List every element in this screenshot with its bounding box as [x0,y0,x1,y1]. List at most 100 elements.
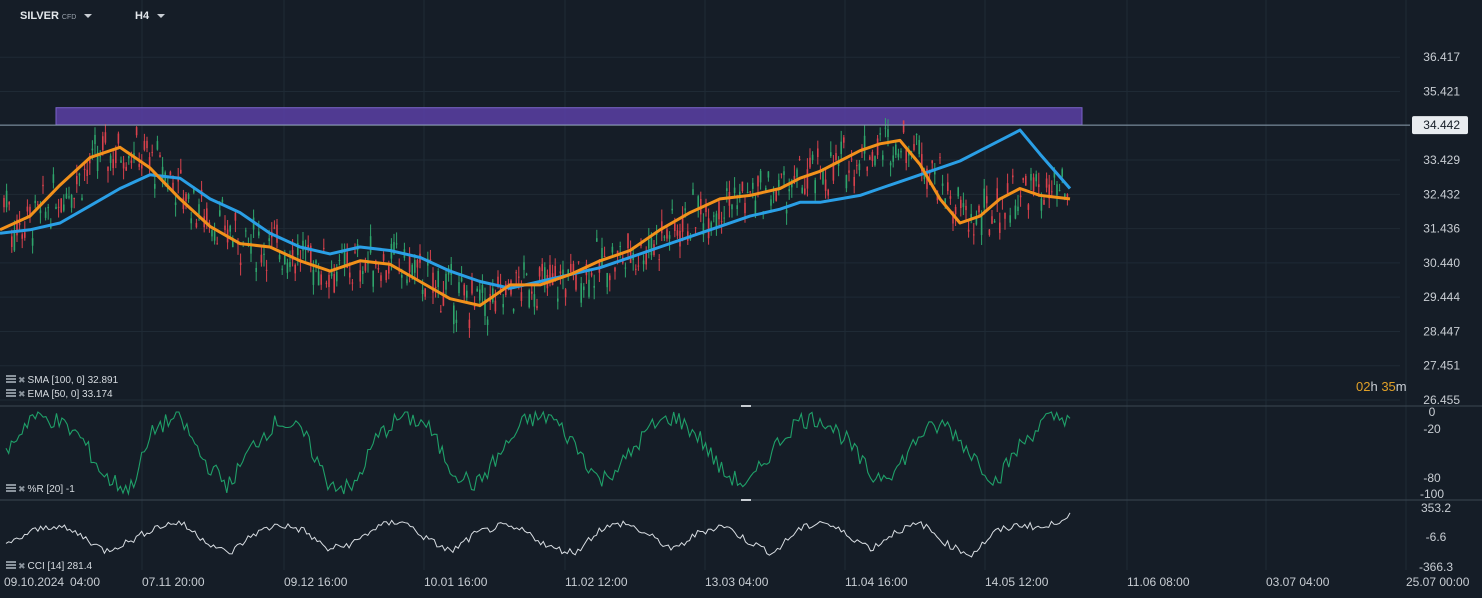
candle-body [814,180,816,194]
candle-body [915,133,918,135]
candle-body [57,206,60,208]
candle-body [783,171,785,176]
candle-body [187,194,190,199]
close-icon[interactable]: ✖ [18,484,26,494]
candle-body [156,141,159,150]
candle-body [892,155,894,162]
candle-body [996,188,998,203]
close-icon[interactable]: ✖ [18,389,26,399]
timeframe-selector[interactable]: H4 [135,10,166,22]
time-tick-label: 25.07 00:00 [1406,575,1470,589]
candle-body [369,236,372,253]
candle-body [190,218,192,224]
close-icon[interactable]: ✖ [18,561,26,571]
candle-body [411,264,413,277]
candle-body [562,269,564,278]
candle-body [263,253,265,255]
candle-countdown: 02h 35m [1356,379,1407,394]
wr-legend[interactable]: ✖ %R [20] -1 [6,484,75,495]
settings-icon[interactable] [6,389,16,398]
candle-body [260,254,263,263]
candle-body [518,276,520,278]
candle-body [333,274,335,293]
candle-body [798,159,801,161]
candle-body [63,204,65,211]
settings-icon[interactable] [6,561,16,570]
candle-body [73,197,75,200]
candle-body [505,284,507,295]
settings-icon[interactable] [6,484,16,493]
candle-body [346,252,348,268]
candle-body [55,206,57,209]
current-price-tag [1412,116,1468,135]
candle-body [684,208,686,211]
candle-body [1019,195,1022,198]
candle-body [668,235,671,239]
current-price-label: 34.442 [1423,118,1460,132]
candle-body [567,269,569,274]
candle-body [658,259,660,261]
ema-legend[interactable]: ✖ EMA [50, 0] 33.174 [6,389,113,400]
candle-body [302,240,304,251]
time-tick-label: 10.01 16:00 [424,575,488,589]
candle-body [416,260,419,268]
candle-body [830,152,832,157]
cci-legend[interactable]: ✖ CCI [14] 281.4 [6,561,92,572]
candle-body [206,208,208,225]
candle-body [876,138,879,156]
candle-body [89,158,91,164]
candle-body [824,179,827,191]
candle-body [99,156,101,158]
candle-body [624,267,627,269]
candle-body [434,286,437,289]
pane-resize-handle [741,405,751,407]
candle-body [102,136,104,151]
price-tick-label: 29.444 [1423,290,1460,304]
candle-body [1038,184,1040,188]
candle-body [848,170,850,173]
close-icon[interactable]: ✖ [18,375,26,385]
candle-body [778,179,780,187]
candle-body [484,298,486,316]
candle-body [408,254,411,273]
sma-line [0,128,1072,290]
candle-body [702,223,705,235]
candle-body [627,233,629,249]
sma-legend[interactable]: ✖ SMA [100, 0] 32.891 [6,375,118,386]
candle-body [780,173,783,175]
candle-body [107,166,109,172]
candle-body [21,234,23,239]
candle-body [414,259,416,273]
settings-icon[interactable] [6,375,16,384]
candle-body [1027,204,1030,210]
time-tick-label: 14.05 12:00 [985,575,1049,589]
candle-body [232,238,234,248]
candle-body [650,238,653,256]
candle-body [733,187,736,194]
candle-body [965,205,967,211]
wr-tick-label: 0 [1429,405,1436,419]
cci-tick-label: -6.6 [1426,530,1447,544]
candle-body [757,176,759,187]
candle-body [151,151,153,153]
candle-body [806,169,809,189]
candle-body [161,166,164,180]
candle-body [739,191,741,197]
candle-body [169,171,172,176]
candle-body [281,268,283,270]
time-tick-label: 13.03 04:00 [705,575,769,589]
candle-body [809,157,811,168]
candle-body [1053,169,1056,178]
candle-body [1004,212,1006,219]
candle-body [1009,215,1011,223]
candle-body [947,182,949,192]
candle-body [401,274,403,278]
timeframe-label: H4 [135,10,150,22]
candle-body [1066,194,1069,197]
candle-body [338,260,341,262]
candle-body [276,224,278,243]
candle-body [692,189,694,195]
candle-body [68,196,70,198]
symbol-selector[interactable]: SILVER CFD [20,10,93,22]
